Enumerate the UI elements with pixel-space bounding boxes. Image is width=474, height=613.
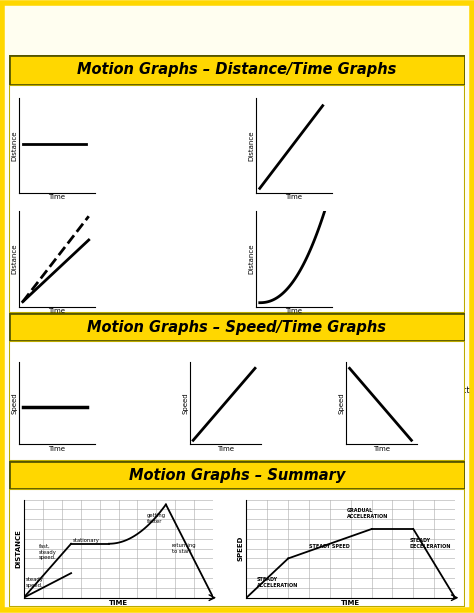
Y-axis label: Distance: Distance	[11, 244, 18, 274]
Y-axis label: Speed: Speed	[182, 392, 188, 414]
Y-axis label: Speed: Speed	[338, 392, 345, 414]
Y-axis label: Speed: Speed	[11, 392, 18, 414]
X-axis label: TIME: TIME	[109, 601, 128, 606]
Text: Motion Graphs – Distance/Time Graphs: Motion Graphs – Distance/Time Graphs	[77, 63, 397, 77]
Text: A straight
horizontal line
on a
speed-time
graph means
that speed is
constant. I: A straight horizontal line on a speed-ti…	[111, 345, 170, 489]
Text: This graph
shows
increasing
speed. The
moving
object is
accelerating.: This graph shows increasing speed. The m…	[277, 345, 327, 416]
Text: getting
faster: getting faster	[147, 513, 166, 524]
FancyBboxPatch shape	[9, 341, 465, 461]
X-axis label: TIME: TIME	[341, 601, 360, 606]
Y-axis label: Distance: Distance	[248, 131, 255, 161]
Text: returning
to start: returning to start	[172, 543, 196, 554]
Text: STEADY
DECELERATION: STEADY DECELERATION	[409, 538, 451, 549]
Text: This graph
shows
decreasing
speed. The
moving object
is
decelerating.: This graph shows decreasing speed. The m…	[415, 345, 469, 416]
Text: stationary: stationary	[73, 538, 100, 543]
X-axis label: Time: Time	[48, 446, 65, 452]
X-axis label: Time: Time	[48, 308, 65, 314]
X-axis label: Time: Time	[373, 446, 390, 452]
Text: Time is increasing to
the right, but its
distance does not
change. It is not
mov: Time is increasing to the right, but its…	[142, 56, 222, 107]
FancyBboxPatch shape	[9, 55, 465, 85]
Text: GRADUAL
ACCELERATION: GRADUAL ACCELERATION	[346, 508, 388, 519]
Text: Motion Graphs – Speed/Time Graphs: Motion Graphs – Speed/Time Graphs	[88, 319, 386, 335]
Y-axis label: Distance: Distance	[248, 244, 255, 274]
FancyBboxPatch shape	[9, 85, 465, 313]
Y-axis label: DISTANCE: DISTANCE	[15, 529, 21, 568]
Y-axis label: Distance: Distance	[11, 131, 18, 161]
X-axis label: Time: Time	[285, 308, 302, 314]
Text: STEADY SPEED: STEADY SPEED	[309, 544, 350, 549]
FancyBboxPatch shape	[9, 313, 465, 341]
FancyBboxPatch shape	[9, 461, 465, 489]
Text: The line on this graph is
curving upwards. This
shows an increase in
speed, sinc: The line on this graph is curving upward…	[346, 174, 438, 276]
Text: The steeper dashed
line indicates a larger
distance moved in a
given time. In ot: The steeper dashed line indicates a larg…	[142, 174, 226, 266]
X-axis label: Time: Time	[217, 446, 234, 452]
Text: fast,
steady
speed.: fast, steady speed.	[39, 544, 57, 560]
FancyBboxPatch shape	[9, 489, 465, 607]
Text: steady
speed.: steady speed.	[26, 577, 44, 588]
Text: Motion Graphs – Summary: Motion Graphs – Summary	[129, 468, 345, 482]
Y-axis label: SPEED: SPEED	[237, 536, 244, 562]
X-axis label: Time: Time	[48, 194, 65, 200]
Text: STEADY
ACCELERATION: STEADY ACCELERATION	[257, 577, 298, 588]
Text: Time is increasing to the
right, and the distance is
increasing constantly
with : Time is increasing to the right, and the…	[346, 56, 442, 159]
X-axis label: Time: Time	[285, 194, 302, 200]
